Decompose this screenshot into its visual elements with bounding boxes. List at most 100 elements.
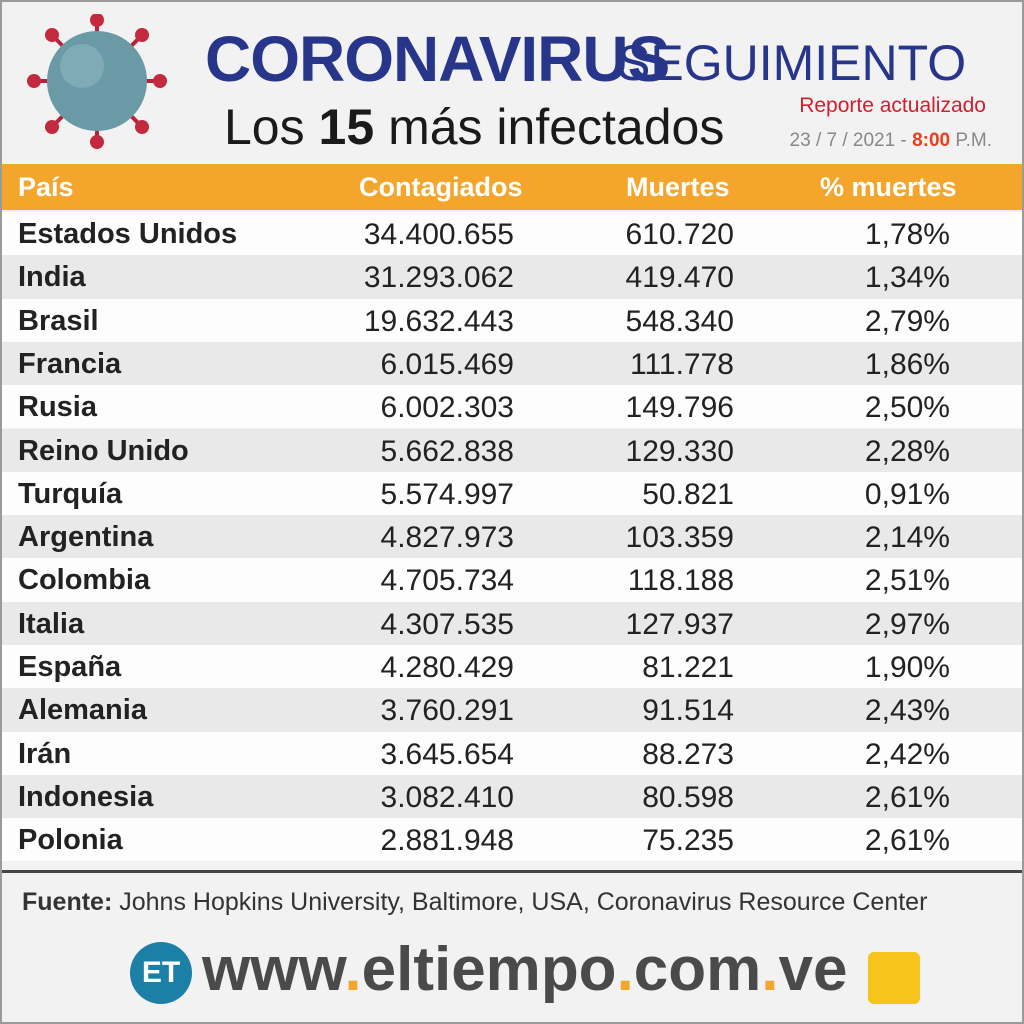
cell-value: 19.632.443 [363,304,514,338]
country: Brasil [18,304,99,337]
country: Polonia [18,824,123,857]
col-header: % muertes [820,172,957,202]
site-part: ve [778,935,848,1004]
table-row: Argentina 4.827.973 103.359 2,14% [2,515,1022,559]
table-row: Polonia 2.881.948 75.235 2,61% [2,818,1022,862]
cell-value: 3.760.291 [380,694,514,728]
cell-value: 81.221 [642,651,734,684]
country: España [18,651,122,683]
table-row: Alemania 3.760.291 91.514 2,43% [2,688,1022,732]
cell-value: 4.705.734 [380,564,514,598]
table-row: Estados Unidos 34.400.655 610.720 1,78% [2,212,1022,256]
country: Colombia [18,564,151,597]
virus-icon [27,14,167,149]
cell-value: 1,78% [864,218,950,251]
country: Indonesia [18,780,154,813]
click-icon [868,952,920,1004]
table-header: País Contagiados Muertes % muertes [2,164,1022,210]
cell-value: 103.359 [625,521,734,555]
country: Turquía [18,477,123,510]
subtitle-3: más infectados [388,99,725,155]
table-row: Reino Unido 5.662.838 129.330 2,28% [2,428,1022,472]
country: Francia [18,347,122,380]
table-row: Italia 4.307.535 127.937 2,97% [2,601,1022,645]
country: Irán [18,737,72,770]
cell-value: 419.470 [625,261,734,295]
cell-value: 2,79% [864,304,950,338]
subtitle-2: 15 [318,99,375,155]
table-row: Indonesia 3.082.410 80.598 2,61% [2,774,1022,819]
ampm: P.M. [955,130,992,151]
table-row: Irán 3.645.654 88.273 2,42% [2,731,1022,775]
website: www.eltiempo.com.ve [202,934,847,1005]
source: Fuente: Johns Hopkins University, Baltim… [22,888,927,917]
site-part: www [202,935,345,1004]
country: Argentina [18,521,154,554]
cell-value: 0,91% [864,477,950,511]
cell-value: 2.881.948 [380,824,514,858]
cell-value: 610.720 [625,218,734,251]
cell-value: 118.188 [627,564,734,598]
cell-value: 6.015.469 [380,347,514,381]
site-part: . [344,935,362,1004]
cell-value: 127.937 [625,607,734,641]
cell-value: 2,14% [864,521,950,555]
subtitle-1: Los [224,99,305,155]
cell-value: 2,61% [864,780,950,814]
cell-value: 2,51% [864,564,950,598]
site-part: . [616,935,634,1004]
table-row: Francia 6.015.469 111.778 1,86% [2,341,1022,386]
cell-value: 149.796 [625,391,734,425]
table-row: Rusia 6.002.303 149.796 2,50% [2,385,1022,429]
cell-value: 5.574.997 [380,477,514,511]
cell-value: 4.307.535 [380,607,514,641]
cell-value: 88.273 [642,737,734,771]
title-2: SEGUIMIENTO [617,35,967,91]
cell-value: 129.330 [625,434,734,468]
report-date: 23 / 7 / 2021 - 8:00 P.M. [790,130,992,152]
report-label: Reporte actualizado [799,94,986,117]
table-row: Turquía 5.574.997 50.821 0,91% [2,471,1022,516]
cell-value: 75.235 [642,824,734,858]
cell-value: 2,61% [864,824,950,858]
col-header: Contagiados [359,172,523,202]
title: CORONAVIRUS [205,23,670,95]
subtitle: Los 15 más infectados [224,98,724,156]
cell-value: 31.293.062 [363,261,514,295]
cell-value: 4.827.973 [380,521,514,555]
logo: ET [130,942,192,1004]
cell-value: 3.082.410 [380,780,514,814]
time: 8:00 [912,130,951,151]
cell-value: 50.821 [642,477,734,511]
cell-value: 2,97% [864,607,950,641]
cell-value: 1,90% [864,651,950,684]
cell-value: 1,34% [864,261,950,295]
cell-value: 2,28% [864,434,950,468]
site-part: eltiempo [361,935,617,1004]
col-header: País [18,172,74,202]
table-row: Brasil 19.632.443 548.340 2,79% [2,298,1022,342]
cell-value: 80.598 [642,780,734,814]
date: 23 / 7 / 2021 - [789,130,907,151]
country: Rusia [18,391,97,424]
cell-value: 6.002.303 [380,391,514,425]
site-part: . [761,935,779,1004]
site-part: com [633,935,762,1004]
country: Reino Unido [18,434,189,467]
table-row: España 4.280.429 81.221 1,90% [2,645,1022,689]
cell-value: 5.662.838 [380,434,514,468]
cell-value: 91.514 [642,694,734,728]
country: Italia [18,607,85,640]
source-label: Fuente: [22,888,113,916]
country: India [18,261,86,294]
country: Estados Unidos [18,218,238,250]
table-row: India 31.293.062 419.470 1,34% [2,255,1022,299]
cell-value: 2,50% [864,391,950,425]
cell-value: 4.280.429 [380,651,514,684]
cell-value: 2,42% [864,737,950,771]
country: Alemania [18,694,147,727]
source-text: Johns Hopkins University, Baltimore, USA… [119,888,928,916]
table-row: Colombia 4.705.734 118.188 2,51% [2,558,1022,602]
cell-value: 2,43% [864,694,950,728]
